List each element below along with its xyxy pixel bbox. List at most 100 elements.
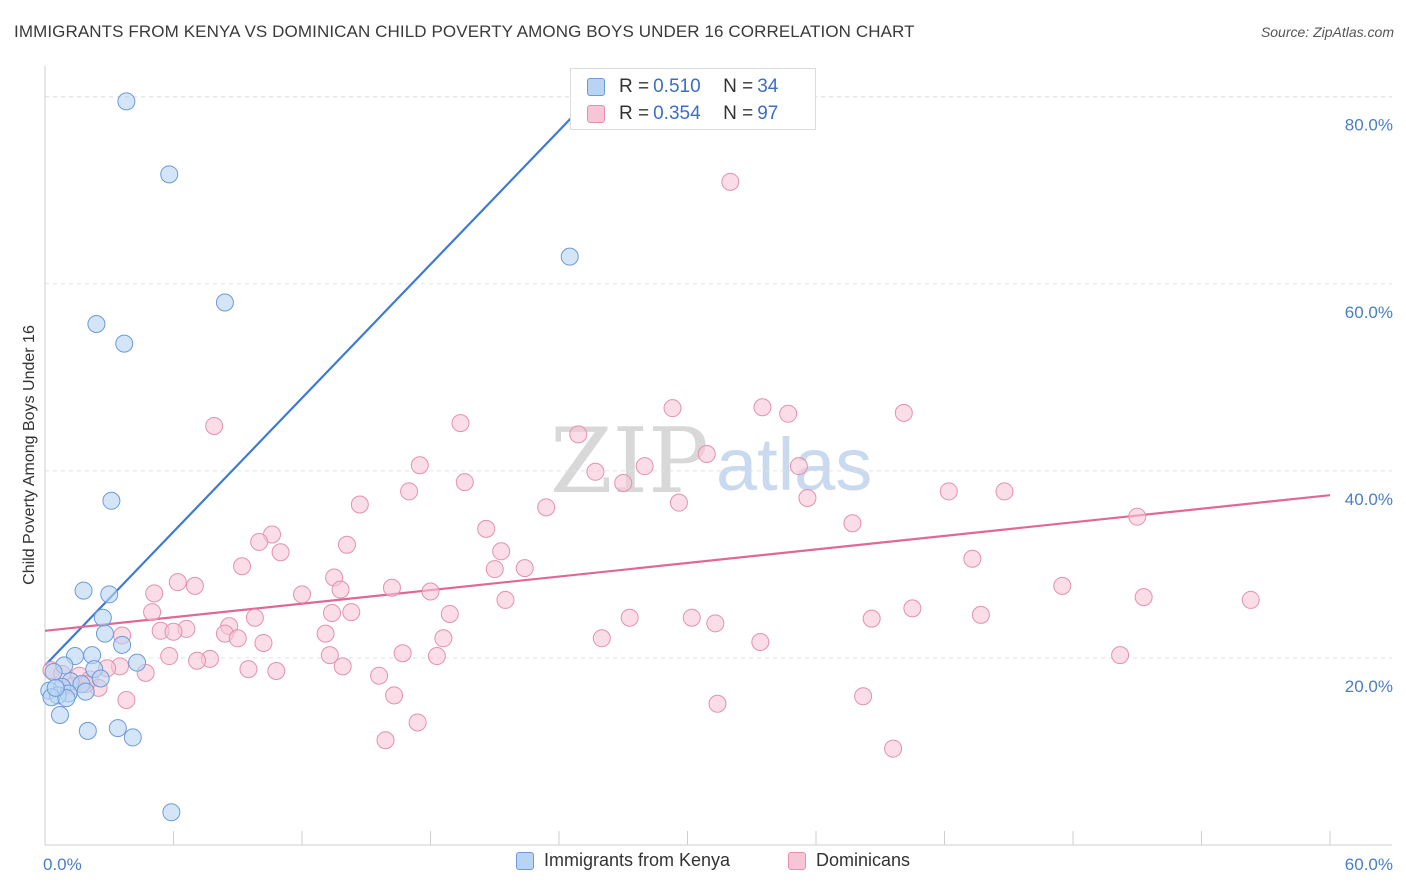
- dominican-point: [205, 416, 224, 435]
- dominican-point: [254, 633, 273, 652]
- dominican-point: [410, 456, 429, 475]
- dominican-point: [168, 573, 187, 592]
- n-value: 97: [757, 103, 779, 124]
- stats-row-dominicans: R = 0.354 N = 97: [587, 102, 778, 126]
- r-label: R =: [619, 103, 650, 124]
- kenya-point: [123, 728, 142, 747]
- r-value: 0.510: [653, 76, 701, 97]
- dominican-point: [185, 576, 204, 595]
- dominican-point: [854, 687, 873, 706]
- dominican-point: [320, 646, 339, 665]
- legend-item-kenya[interactable]: Immigrants from Kenya: [516, 850, 730, 871]
- dominican-point: [614, 474, 633, 493]
- dominican-point: [293, 585, 311, 604]
- series-dominicans: [42, 172, 1260, 758]
- kenya-point: [160, 165, 179, 184]
- chart-title: IMMIGRANTS FROM KENYA VS DOMINICAN CHILD…: [14, 22, 915, 41]
- stats-row-kenya: R = 0.510 N = 34: [587, 75, 778, 99]
- dominicans-swatch: [587, 105, 605, 123]
- kenya-point: [100, 585, 119, 604]
- dominican-point: [427, 647, 446, 666]
- dominican-point: [586, 462, 605, 481]
- stats-legend: R = 0.510 N = 34 R = 0.354 N = 97: [570, 68, 816, 130]
- trend-lines: [44, 103, 1331, 667]
- r-value: 0.354: [653, 103, 701, 124]
- dominican-point: [751, 633, 770, 652]
- dominican-point: [971, 605, 990, 624]
- dominican-point: [370, 666, 389, 685]
- dominican-point: [635, 457, 654, 476]
- dominican-point: [164, 622, 183, 641]
- dominican-point: [682, 608, 701, 627]
- dominican-point: [408, 713, 427, 732]
- dominican-point: [316, 624, 335, 643]
- dominican-point: [663, 399, 682, 418]
- kenya-point: [162, 803, 181, 822]
- kenya-point: [113, 635, 132, 654]
- axes: [44, 66, 1392, 846]
- n-label: N =: [723, 76, 754, 97]
- kenya-point: [215, 293, 234, 312]
- y-axis-label: Child Poverty Among Boys Under 16: [21, 325, 38, 585]
- dominican-point: [708, 694, 727, 713]
- dominican-point: [455, 473, 474, 492]
- kenya-point: [128, 653, 147, 672]
- x-tick-label: 0.0%: [43, 855, 82, 874]
- dominican-point: [884, 739, 903, 758]
- legend-item-dominicans[interactable]: Dominicans: [788, 850, 910, 871]
- dominican-point: [393, 644, 412, 663]
- dominican-point: [271, 543, 290, 562]
- dominican-point: [342, 603, 361, 622]
- dominican-point: [143, 603, 162, 622]
- dominican-point: [537, 498, 556, 517]
- dominicans-legend-swatch: [788, 851, 806, 870]
- kenya-point: [78, 721, 97, 740]
- dominican-point: [753, 398, 772, 417]
- dominican-point: [485, 560, 504, 579]
- dominican-point: [789, 457, 808, 476]
- dominican-point: [250, 532, 269, 551]
- legend-label-kenya: Immigrants from Kenya: [544, 850, 731, 870]
- dominican-point: [382, 578, 401, 597]
- kenya-point: [76, 682, 95, 701]
- trend-line-dominicans: [44, 494, 1331, 632]
- dominican-point: [376, 731, 395, 750]
- dominican-point: [400, 482, 419, 501]
- gridlines: [45, 96, 1392, 659]
- series-legend: Immigrants from Kenya Dominicans: [0, 850, 1406, 880]
- kenya-point: [74, 581, 93, 600]
- dominican-point: [337, 535, 356, 554]
- dominican-point: [451, 414, 470, 433]
- dominican-point: [963, 549, 982, 568]
- dominican-point: [1128, 507, 1147, 526]
- dominican-point: [1111, 646, 1130, 665]
- source-credit: Source: ZipAtlas.com: [1260, 24, 1394, 40]
- kenya-point: [91, 669, 110, 688]
- dominican-point: [697, 445, 716, 464]
- kenya-point: [115, 334, 134, 353]
- kenya-point: [102, 491, 121, 510]
- dominican-point: [434, 629, 453, 648]
- dominican-point: [233, 557, 252, 576]
- dominican-point: [706, 614, 725, 633]
- series-kenya: [40, 92, 579, 822]
- r-label: R =: [619, 76, 650, 97]
- dominican-point: [669, 493, 688, 512]
- x-tick-label: 60.0%: [1345, 855, 1393, 874]
- kenya-point: [50, 705, 69, 724]
- dominican-point: [496, 590, 515, 609]
- dominican-point: [188, 651, 207, 670]
- dominican-point: [267, 662, 286, 681]
- dominican-point: [117, 691, 136, 710]
- dominican-point: [331, 580, 350, 599]
- dominican-point: [421, 582, 440, 601]
- x-tick-labels: 0.0% 60.0%: [43, 855, 1393, 874]
- dominican-point: [477, 519, 496, 538]
- dominican-point: [1241, 590, 1260, 609]
- n-label: N =: [723, 103, 754, 124]
- dominican-point: [798, 488, 817, 507]
- dominican-point: [228, 629, 247, 648]
- kenya-point: [95, 624, 114, 643]
- y-tick-label: 40.0%: [1345, 490, 1393, 509]
